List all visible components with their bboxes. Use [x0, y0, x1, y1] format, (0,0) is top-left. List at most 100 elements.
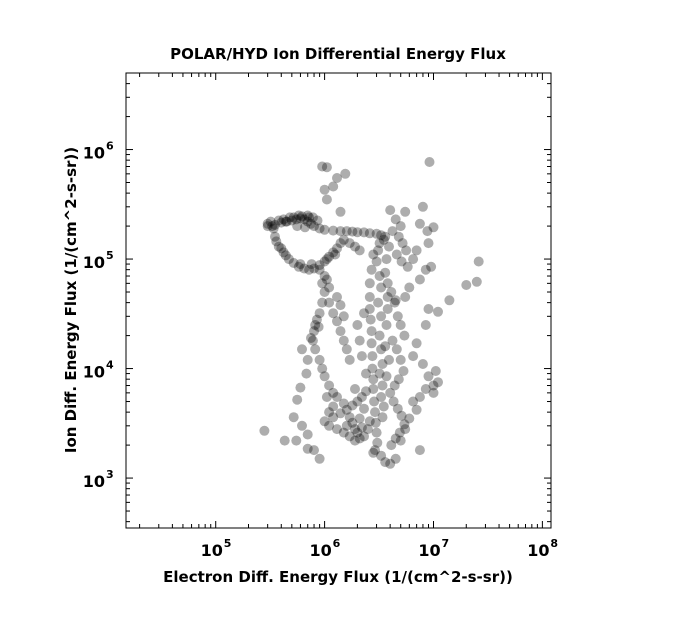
y-tick-label-2: 10 [83, 253, 105, 272]
data-point-254 [384, 241, 394, 252]
data-point-140 [350, 424, 360, 435]
data-point-54 [321, 254, 332, 265]
data-point-198 [444, 295, 455, 306]
data-point-56 [314, 264, 325, 275]
data-point-211 [301, 368, 312, 379]
data-point-162 [422, 226, 433, 237]
data-point-86 [366, 326, 377, 337]
data-point-18 [359, 227, 369, 238]
data-point-84 [364, 304, 375, 314]
data-point-203 [297, 420, 307, 431]
data-point-187 [414, 445, 425, 456]
data-point-13 [328, 225, 339, 236]
data-point-215 [310, 320, 321, 330]
data-point-252 [380, 267, 391, 278]
data-point-27 [304, 212, 315, 223]
data-point-258 [384, 354, 394, 365]
data-point-171 [400, 292, 411, 302]
data-point-87 [366, 338, 377, 349]
data-point-139 [359, 308, 369, 319]
data-point-48 [354, 245, 365, 256]
data-point-53 [306, 259, 317, 270]
data-point-264 [284, 212, 295, 223]
data-point-181 [414, 392, 425, 402]
data-point-163 [428, 222, 439, 233]
data-point-22 [380, 231, 391, 242]
data-point-50 [276, 243, 287, 254]
data-point-81 [366, 264, 377, 275]
x-tick-label-2: 10 [418, 541, 440, 560]
data-point-7 [299, 214, 310, 225]
data-point-135 [361, 368, 371, 379]
data-point-263 [293, 210, 304, 221]
data-point-206 [314, 453, 325, 464]
data-point-176 [408, 351, 419, 362]
data-point-144 [364, 416, 375, 427]
data-point-115 [359, 431, 369, 442]
data-point-200 [259, 425, 270, 436]
data-point-73 [310, 344, 321, 355]
data-point-37 [304, 264, 315, 275]
data-point-227 [391, 249, 402, 260]
data-point-6 [295, 213, 306, 224]
data-point-126 [347, 400, 358, 411]
data-point-124 [335, 408, 346, 419]
data-point-189 [385, 458, 396, 469]
data-points [259, 157, 484, 469]
data-point-220 [385, 205, 396, 216]
data-point-186 [395, 435, 406, 446]
data-point-207 [302, 443, 313, 454]
data-point-174 [420, 320, 431, 330]
data-point-133 [359, 403, 369, 414]
data-point-36 [299, 263, 310, 274]
data-point-182 [408, 396, 419, 407]
data-point-19 [364, 228, 375, 239]
data-point-76 [319, 371, 330, 382]
data-point-104 [373, 297, 384, 308]
y-tick-label-exp-0: 3 [106, 468, 114, 481]
data-point-257 [380, 341, 391, 352]
data-point-234 [395, 320, 406, 330]
data-point-105 [376, 311, 387, 322]
data-point-114 [362, 424, 373, 435]
data-point-97 [370, 445, 380, 456]
data-point-64 [338, 335, 349, 346]
data-point-132 [341, 420, 352, 431]
data-point-199 [433, 306, 443, 317]
data-point-259 [381, 371, 392, 382]
data-point-167 [420, 264, 431, 275]
data-point-96 [372, 437, 383, 448]
data-point-16 [347, 226, 358, 237]
data-point-5 [291, 214, 302, 225]
data-point-218 [324, 282, 335, 293]
data-point-75 [317, 363, 328, 374]
data-point-41 [324, 251, 335, 262]
data-point-151 [321, 162, 332, 173]
data-point-72 [307, 335, 318, 346]
data-point-125 [341, 404, 352, 415]
data-point-231 [386, 287, 397, 297]
data-point-195 [473, 256, 484, 267]
data-point-82 [364, 278, 375, 289]
data-point-265 [280, 216, 291, 227]
data-point-239 [398, 366, 409, 376]
x-tick-label-exp-3: 8 [550, 537, 558, 550]
data-point-143 [356, 422, 367, 433]
data-point-94 [370, 417, 381, 428]
data-point-11 [314, 223, 325, 234]
data-point-210 [295, 382, 306, 393]
data-point-183 [411, 404, 422, 415]
data-point-251 [382, 292, 393, 302]
data-point-248 [390, 433, 401, 444]
data-point-226 [401, 245, 412, 256]
data-point-71 [309, 326, 319, 337]
data-point-134 [350, 384, 360, 394]
data-point-242 [385, 387, 396, 398]
data-point-45 [338, 234, 349, 245]
data-point-52 [295, 259, 306, 270]
data-point-237 [391, 344, 402, 355]
data-point-100 [373, 245, 384, 256]
data-point-123 [328, 412, 339, 423]
y-tick-label-1: 10 [83, 363, 105, 382]
